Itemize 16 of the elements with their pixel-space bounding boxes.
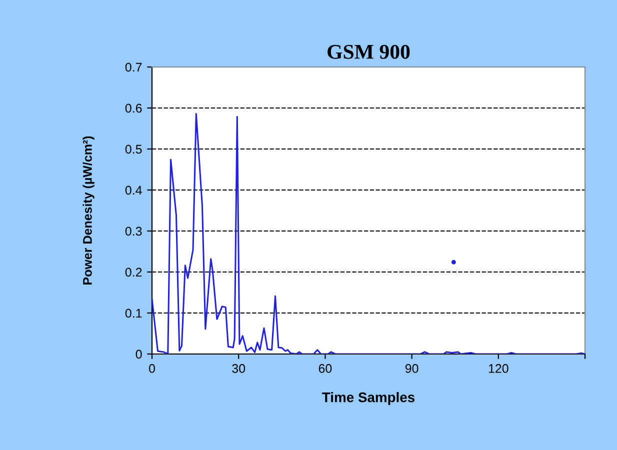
x-tick-label: 60: [318, 364, 332, 373]
y-tick-label: 0.3: [125, 226, 142, 236]
y-tick-label: 0.7: [125, 62, 142, 72]
chart-title: GSM 900: [328, 44, 410, 59]
y-tick-label: 0.1: [125, 308, 142, 318]
y-tick-label: 0.5: [125, 144, 142, 154]
y-tick-label: 0: [136, 350, 142, 359]
x-axis-title: Time Samples: [322, 392, 415, 405]
y-axis-title: Power Denesity (µW/cm²): [82, 136, 94, 284]
x-tick-label: 90: [405, 364, 418, 373]
x-tick-label: 30: [232, 364, 246, 373]
y-tick-label: 0.4: [125, 186, 142, 195]
y-tick-label: 0.6: [125, 104, 142, 113]
x-tick-label: 0: [149, 364, 155, 373]
y-tick-label: 0.2: [125, 268, 142, 277]
x-tick-label: 120: [488, 364, 508, 373]
